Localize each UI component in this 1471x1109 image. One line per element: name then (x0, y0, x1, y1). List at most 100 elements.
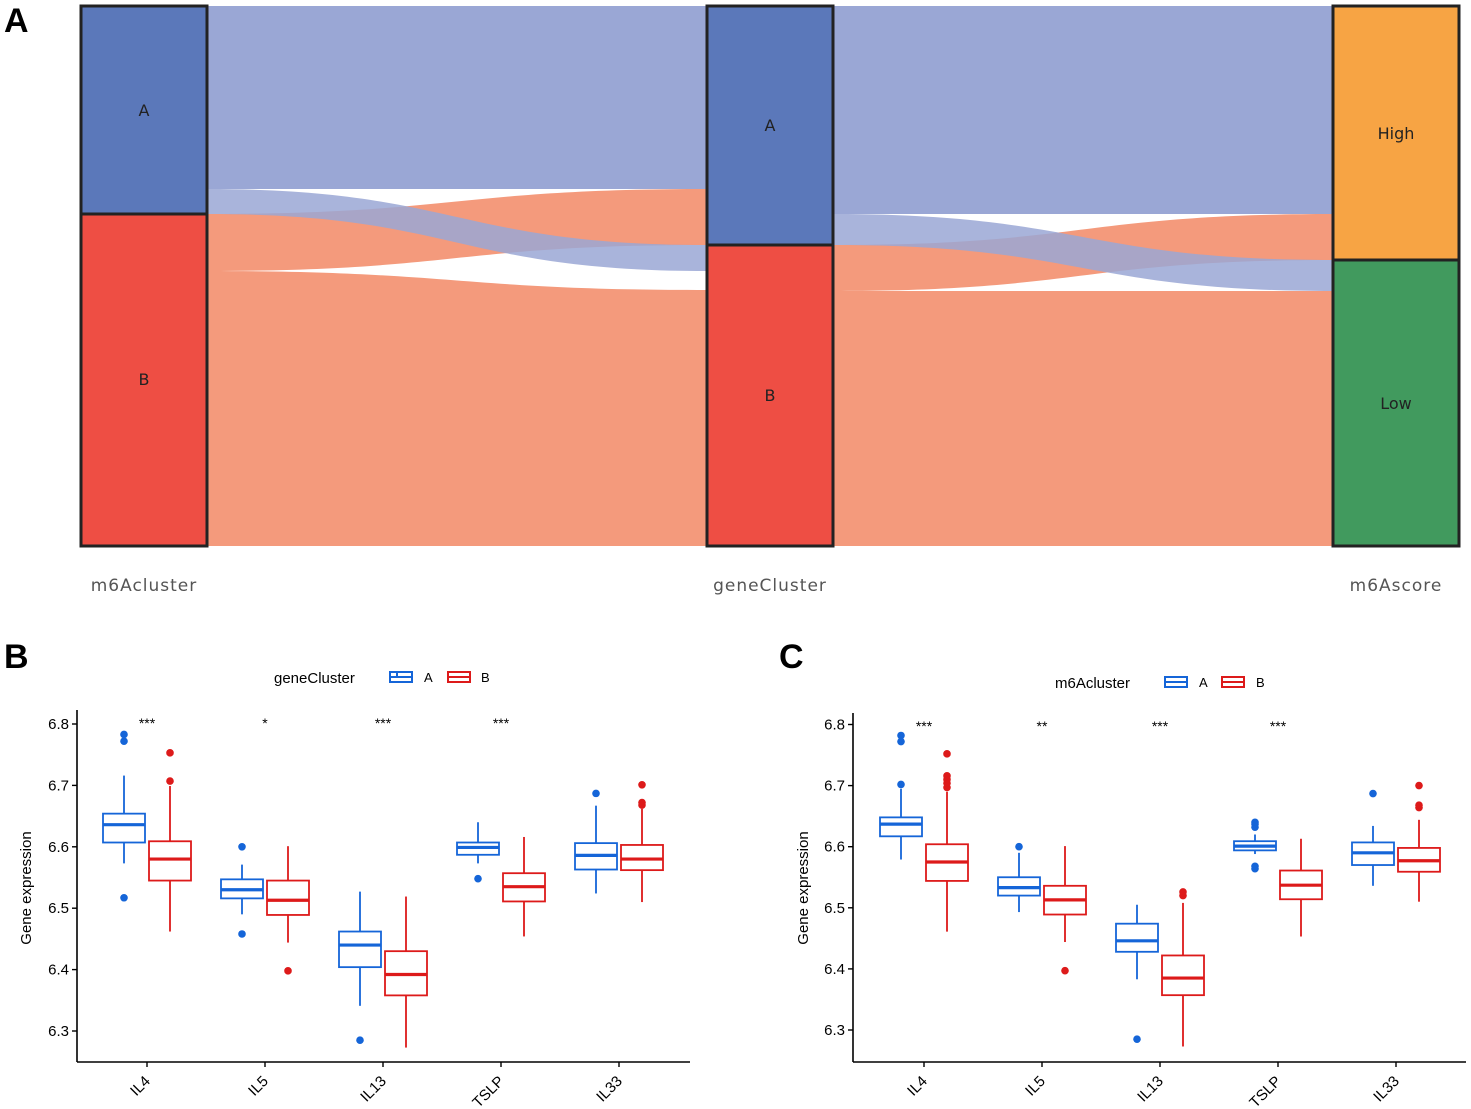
outlier-point (238, 930, 246, 938)
plot-area-b: 6.3 6.4 6.5 6.6 6.7 6.8 IL4 *** IL5 * IL13 *** TSLP *… (48, 710, 690, 1109)
box-il4-a (879, 731, 923, 860)
box-il4-a (102, 730, 146, 902)
box-iqr (338, 930, 382, 969)
outlier-point (284, 967, 292, 975)
outlier-point (1415, 801, 1423, 809)
box-iqr (879, 816, 923, 838)
box-tslp-a (1233, 818, 1277, 873)
stratum-genecluster-a (705, 4, 835, 247)
stratum-label-m6ascore-high: High (1378, 124, 1415, 143)
x-tick-label: IL5 (1022, 1073, 1049, 1100)
box-iqr (1115, 922, 1159, 953)
outlier-point (1251, 818, 1259, 827)
box-il33-b (620, 780, 664, 903)
significance-label: *** (1152, 718, 1169, 734)
outlier-point (120, 737, 128, 745)
box-iqr (1161, 954, 1205, 997)
sankey-diagram: A B A B High Low m6Acluster geneCluster … (79, 4, 1461, 596)
boxplot-panel-c: m6Acluster A B Gene expression 6.3 6.4 6.5… (795, 675, 1466, 1109)
outlier-point (166, 777, 174, 785)
box-il13-a (1115, 904, 1159, 1043)
box-il4-b (925, 750, 969, 932)
outlier-point (592, 789, 600, 798)
outlier-point (166, 749, 174, 757)
y-tick-label: 6.4 (824, 961, 845, 978)
flow-m6acluster-a-to-genecluster-a (207, 6, 707, 189)
y-tick-label: 6.7 (48, 777, 69, 794)
box-il5-a (220, 843, 264, 938)
legend-key-a-c (1164, 676, 1188, 688)
significance-label: * (262, 715, 268, 731)
panel-letter-a: A (4, 2, 29, 40)
flow-genecluster-a-to-m6ascore-high (833, 6, 1333, 214)
significance-label: *** (1270, 718, 1287, 734)
outlier-point (943, 772, 951, 780)
box-il5-b (266, 846, 310, 975)
y-tick-label: 6.7 (824, 778, 845, 795)
y-axis-title-b: Gene expression (18, 831, 35, 944)
box-tslp-b (502, 836, 546, 937)
legend-key-a-b (389, 671, 413, 683)
stratum-m6acluster-b (79, 212, 209, 548)
axis-name-genecluster: geneCluster (713, 576, 827, 596)
significance-label: *** (916, 718, 933, 734)
stratum-label-m6ascore-low: Low (1380, 394, 1412, 413)
legend-title-b: geneCluster (274, 670, 355, 687)
y-axis-title-c: Gene expression (795, 831, 812, 944)
legend-key-b-c (1221, 676, 1245, 688)
stratum-label-genecluster-b: B (765, 386, 776, 405)
flow-m6acluster-a-to-genecluster-b (207, 189, 707, 271)
y-tick-label: 6.5 (824, 900, 845, 917)
panel-letter-c: C (779, 638, 804, 676)
y-tick-label: 6.3 (48, 1023, 69, 1040)
outlier-point (1251, 862, 1259, 871)
outlier-point (1133, 1035, 1141, 1043)
y-tick-label: 6.4 (48, 962, 69, 979)
x-tick-label: IL13 (357, 1073, 390, 1106)
legend-label-a-c: A (1199, 675, 1208, 690)
legend-key-b-b (447, 671, 471, 683)
x-tick-label: IL4 (904, 1073, 931, 1100)
box-tslp-a (456, 822, 500, 883)
outlier-point (120, 730, 128, 739)
box-il4-b (148, 749, 192, 932)
boxplot-panel-b: geneCluster A B Gene expression 6.3 6.4 6.… (18, 670, 690, 1109)
box-il13-b (1161, 888, 1205, 1047)
x-tick-label: IL5 (245, 1073, 272, 1100)
box-iqr (102, 812, 146, 844)
y-tick-label: 6.5 (48, 900, 69, 917)
flow-genecluster-b-to-m6ascore-low (833, 291, 1333, 546)
box-il5-a (997, 842, 1041, 913)
x-tick-label: IL33 (593, 1073, 626, 1106)
legend-label-b-c: B (1256, 675, 1265, 690)
outlier-point (474, 874, 482, 883)
legend-title-c: m6Acluster (1055, 675, 1130, 692)
axis-name-m6acluster: m6Acluster (91, 576, 198, 596)
y-tick-label: 6.6 (48, 839, 69, 856)
box-iqr (148, 840, 192, 882)
box-il13-a (338, 891, 382, 1045)
significance-label: *** (493, 715, 510, 731)
significance-label: *** (139, 715, 156, 731)
y-tick-label: 6.8 (48, 716, 69, 733)
outlier-point (1061, 966, 1069, 975)
significance-label: *** (375, 715, 392, 731)
stratum-m6ascore-low (1331, 258, 1461, 548)
box-il13-b (384, 896, 428, 1048)
significance-label: ** (1037, 718, 1048, 734)
box-il33-a (1351, 789, 1395, 886)
panel-letter-b: B (4, 638, 29, 676)
outlier-point (1369, 789, 1377, 798)
box-iqr (266, 879, 310, 916)
stratum-m6acluster-a (79, 4, 209, 216)
plot-area-c: 6.3 6.4 6.5 6.6 6.7 6.8 IL4 *** IL5 ** IL13 *** TSLP… (824, 713, 1466, 1109)
legend-label-b-b: B (481, 670, 490, 685)
y-tick-label: 6.6 (824, 839, 845, 856)
outlier-point (238, 843, 246, 851)
outlier-point (897, 737, 905, 746)
outlier-point (638, 780, 646, 789)
legend-label-a-b: A (424, 670, 433, 685)
x-tick-label: TSLP (1246, 1073, 1285, 1109)
outlier-point (1179, 888, 1187, 896)
